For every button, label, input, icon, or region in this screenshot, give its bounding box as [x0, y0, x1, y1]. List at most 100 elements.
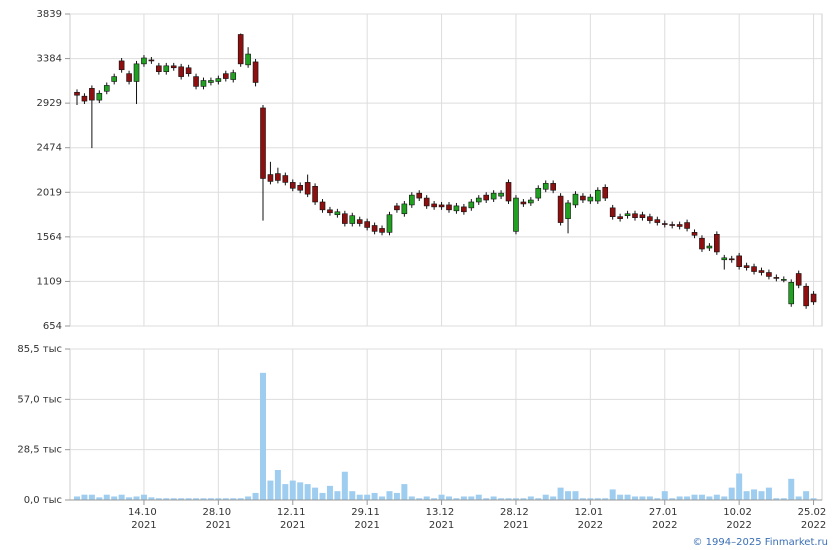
candle-body: [803, 285, 809, 307]
volume-bar: [334, 491, 341, 500]
y-tick-label: 1109: [37, 276, 62, 287]
volume-bar: [758, 491, 765, 500]
y-tick-label: 3384: [37, 54, 62, 65]
candle-body: [408, 194, 415, 206]
candle-body: [200, 80, 207, 87]
volume-bar: [632, 496, 638, 500]
volume-bar: [698, 494, 705, 500]
candle-body: [327, 209, 333, 214]
volume-bar: [810, 498, 817, 500]
candle-body: [520, 201, 527, 205]
volume-bar: [713, 494, 720, 500]
candle-body: [475, 197, 482, 203]
footer: © 1994–2025 Finmarket.ru: [692, 537, 828, 548]
volume-bar: [215, 498, 222, 500]
volume-bar: [765, 487, 772, 500]
candle-body: [111, 76, 117, 82]
volume-bar: [133, 496, 140, 500]
volume-bar: [126, 497, 133, 500]
volume-bar: [185, 498, 192, 500]
volume-bar: [505, 498, 512, 500]
candle-body: [96, 92, 103, 101]
volume-bar: [446, 496, 452, 500]
candle-body: [431, 203, 437, 208]
volume-bar: [423, 496, 430, 500]
candle-body: [758, 270, 765, 273]
volume-bar: [230, 498, 237, 500]
y-tick-label: 2019: [37, 187, 62, 198]
candle-body: [252, 61, 259, 83]
candle-body: [721, 257, 728, 261]
candle-body: [416, 192, 423, 199]
volume-bar: [386, 491, 393, 500]
volume-bar: [341, 471, 348, 500]
candle-body: [81, 95, 88, 102]
candle-body: [141, 57, 147, 65]
x-tick-label: 28.12 2021: [500, 507, 532, 531]
candle-body: [334, 211, 341, 216]
volume-bar: [594, 498, 601, 500]
volume-bar: [803, 491, 810, 500]
x-tick-label: 29.11 2021: [351, 507, 383, 531]
volume-bar: [88, 494, 95, 500]
volume-bar: [252, 492, 259, 500]
volume-bar: [498, 498, 505, 500]
volume-bar: [364, 494, 371, 500]
volume-bar: [646, 496, 653, 500]
volume-bar: [379, 496, 386, 500]
candle-body: [230, 72, 237, 80]
candle-body: [505, 182, 512, 202]
y-tick-label: 1564: [37, 232, 62, 243]
volume-bar: [163, 498, 170, 500]
candle-body: [89, 88, 95, 101]
volume-bar: [118, 494, 125, 500]
volume-bar: [587, 498, 594, 500]
candle-body: [535, 187, 542, 199]
volume-bar: [520, 498, 527, 500]
volume-bar: [572, 491, 579, 500]
candle-body: [513, 197, 519, 232]
volume-bar: [661, 491, 668, 500]
x-tick-label: 27.01 2022: [649, 507, 681, 531]
candle-body: [371, 225, 378, 232]
candle-body: [185, 67, 192, 74]
volume-bar: [431, 498, 438, 500]
volume-bar: [751, 489, 758, 500]
volume-bar: [609, 489, 616, 500]
volume-bar: [557, 487, 564, 500]
volume-bar: [654, 498, 661, 500]
x-tick-label: 12.01 2022: [574, 507, 606, 531]
candle-body: [669, 224, 676, 226]
candle-body: [208, 80, 214, 83]
volume-bar: [393, 492, 400, 500]
candle-body: [103, 85, 110, 92]
candle-body: [654, 219, 661, 223]
volume-bar: [550, 496, 557, 500]
candle-body: [684, 222, 690, 229]
candle-body: [602, 186, 609, 199]
volume-bar: [237, 498, 244, 500]
candle-body: [699, 237, 705, 250]
volume-bar: [639, 496, 646, 500]
volume-bar: [624, 494, 631, 500]
candle-body: [267, 174, 274, 182]
volume-bar: [408, 496, 415, 500]
candle-body: [74, 91, 80, 96]
volume-bar: [326, 485, 333, 500]
volume-bar: [512, 498, 519, 500]
candle-body: [542, 183, 549, 190]
candle-body: [594, 189, 601, 202]
candle-body: [156, 65, 162, 72]
volume-bar: [260, 372, 266, 500]
volume-bar: [468, 496, 475, 500]
candle-body: [706, 245, 713, 249]
candle-body: [446, 204, 452, 211]
volume-bar: [773, 498, 780, 500]
volume-bar: [579, 498, 586, 500]
volume-bar: [453, 498, 460, 500]
volume-bar: [304, 484, 311, 500]
candle-body: [632, 213, 638, 218]
x-tick-label: 10.02 2022: [723, 507, 755, 531]
candle-body: [349, 215, 356, 224]
